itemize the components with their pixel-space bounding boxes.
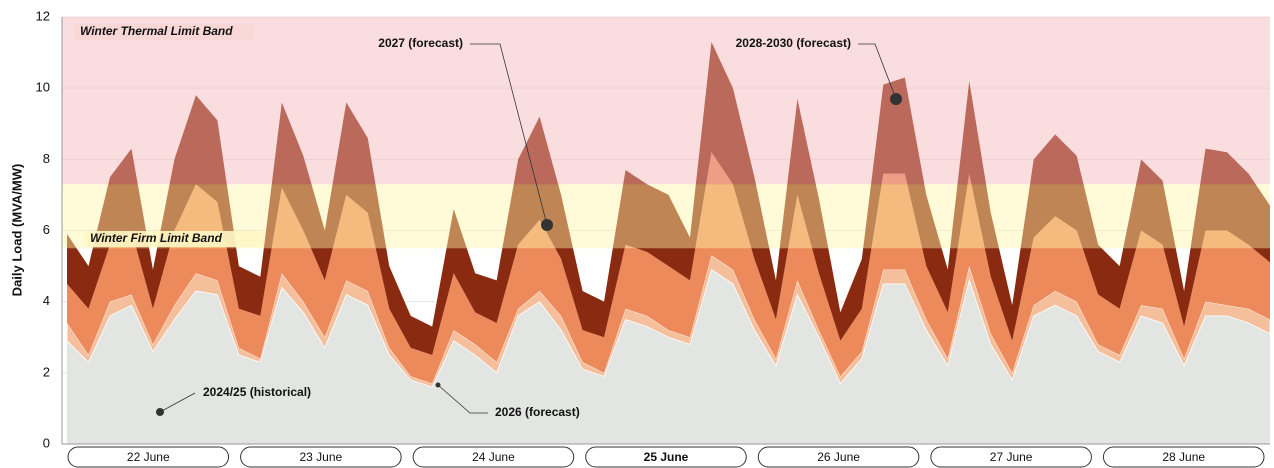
day-pill: [67, 446, 230, 468]
legend-label: 2024/25 (historical): [203, 385, 311, 399]
area: [67, 152, 1270, 384]
annotation-dot: [435, 382, 441, 388]
y-tick-label: 8: [43, 151, 50, 166]
band-label-bg: [74, 24, 254, 40]
band-label-bg: [84, 231, 264, 247]
y-tick-label: 6: [43, 222, 50, 237]
y-tick-label: 12: [36, 8, 50, 23]
x-tick-label: 22 June: [127, 450, 170, 464]
annotation-dot: [890, 93, 902, 105]
day-pill: [930, 446, 1092, 468]
x-tick-label: 27 June: [990, 450, 1033, 464]
x-tick-label: 25 June: [644, 450, 689, 464]
day-pill: [757, 446, 920, 468]
x-tick-label: 23 June: [300, 450, 343, 464]
legend-label: 2026 (forecast): [495, 405, 580, 419]
leader-line: [437, 384, 488, 414]
band-label: Winter Thermal Limit Band: [80, 24, 233, 38]
leader-line: [159, 392, 196, 413]
leader-line: [470, 43, 548, 226]
day-pill: [412, 446, 575, 468]
y-tick-label: 10: [36, 80, 50, 95]
leader-line: [858, 43, 897, 100]
x-tick-label: 26 June: [817, 450, 860, 464]
day-pill: [1102, 446, 1265, 468]
x-tick-label: 28 June: [1162, 450, 1205, 464]
y-tick-label: 4: [43, 293, 50, 308]
annotation-dot: [541, 219, 553, 231]
legend-label: 2027 (forecast): [378, 36, 463, 50]
area: [67, 269, 1270, 444]
y-axis-label: Daily Load (MVA/MW): [9, 164, 24, 297]
y-tick-label: 0: [43, 435, 50, 450]
day-pill: [585, 446, 747, 468]
y-tick-label: 2: [43, 364, 50, 379]
legend-label: 2028-2030 (forecast): [736, 36, 851, 50]
area: [67, 41, 1270, 356]
band-label: Winter Firm Limit Band: [90, 231, 223, 245]
day-pill: [240, 446, 402, 468]
x-tick-label: 24 June: [472, 450, 515, 464]
area: [66, 254, 1271, 388]
limit-band: [62, 17, 1270, 185]
annotation-dot: [156, 408, 164, 416]
